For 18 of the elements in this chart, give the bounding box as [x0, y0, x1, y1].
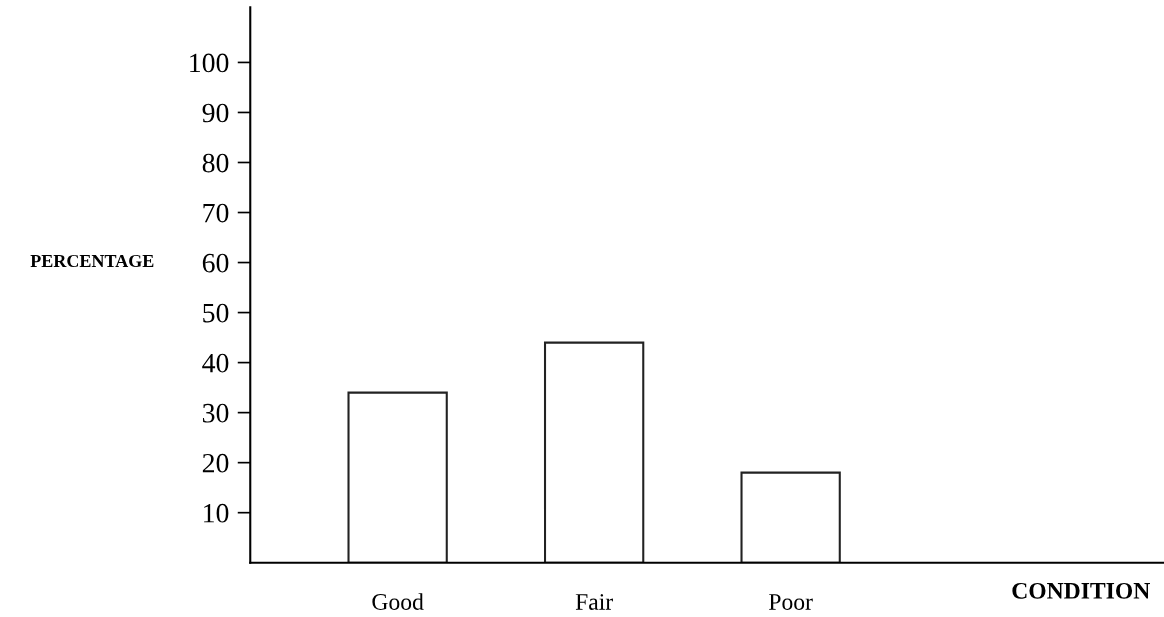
- text: CONDITION: [1012, 582, 1150, 599]
- bar: [543, 341, 645, 563]
- y-tick-label: 20: [202, 453, 229, 473]
- y-tick-label: 40: [202, 353, 229, 373]
- y-tick-label: 50: [203, 303, 229, 323]
- y-tick-label: 70: [203, 203, 229, 223]
- x-tick-label: Poor: [769, 594, 813, 610]
- x-tick-label: Good: [372, 593, 424, 610]
- y-tick-label: 80: [202, 153, 229, 173]
- bar: [740, 471, 841, 563]
- y-tick-label: 60: [202, 253, 229, 273]
- x-tick-label: Fair: [575, 594, 613, 610]
- y-tick-label: 10: [204, 503, 229, 523]
- bar: [347, 391, 448, 563]
- y-tick-label: 100: [190, 53, 229, 73]
- y-tick-label: 90: [202, 103, 229, 123]
- y-tick-label: 30: [202, 403, 229, 423]
- y-axis-title: PERCENTAGE: [30, 254, 154, 268]
